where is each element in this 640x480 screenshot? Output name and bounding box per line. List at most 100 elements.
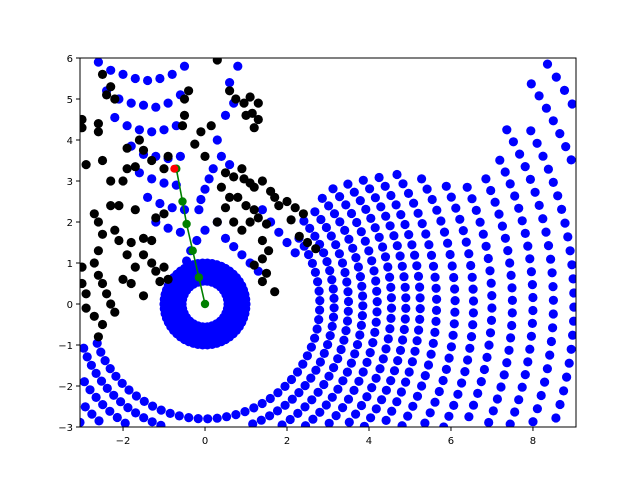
scan-point bbox=[443, 238, 453, 248]
obstacle-point bbox=[89, 258, 99, 268]
scan-point bbox=[432, 294, 442, 304]
scan-point bbox=[339, 335, 349, 345]
scan-point bbox=[507, 283, 517, 293]
obstacle-point bbox=[298, 209, 308, 219]
scan-point bbox=[340, 225, 350, 235]
scan-point bbox=[485, 266, 495, 276]
obstacle-point bbox=[93, 127, 103, 137]
obstacle-point bbox=[93, 246, 103, 256]
scan-point bbox=[203, 414, 213, 424]
scan-point bbox=[528, 292, 538, 303]
obstacle-point bbox=[179, 94, 190, 104]
obstacle-point bbox=[253, 213, 263, 223]
obstacle-point bbox=[220, 203, 231, 213]
scan-point bbox=[231, 410, 241, 420]
obstacle-point bbox=[229, 217, 239, 227]
scan-point bbox=[536, 390, 546, 401]
scan-point bbox=[560, 218, 570, 228]
scan-point bbox=[515, 149, 525, 159]
scan-point bbox=[282, 237, 292, 248]
scan-point bbox=[355, 196, 365, 206]
scan-point bbox=[527, 318, 538, 328]
scan-point bbox=[538, 214, 548, 224]
scan-point bbox=[331, 411, 341, 421]
scan-point bbox=[569, 288, 576, 298]
scan-point bbox=[514, 395, 524, 405]
scan-point bbox=[328, 312, 339, 322]
scan-point bbox=[355, 272, 365, 282]
scan-point bbox=[400, 314, 410, 324]
scan-point bbox=[338, 403, 348, 413]
scan-point bbox=[566, 344, 576, 354]
scan-point bbox=[327, 392, 337, 402]
scan-point bbox=[346, 208, 357, 219]
scan-point bbox=[165, 408, 175, 418]
scan-point bbox=[432, 205, 442, 215]
scan-point bbox=[194, 205, 204, 215]
scan-point bbox=[139, 396, 149, 406]
scan-point bbox=[561, 142, 571, 152]
scan-point bbox=[82, 352, 92, 362]
scan-point bbox=[333, 384, 343, 394]
scan-point bbox=[383, 334, 393, 344]
scan-point bbox=[96, 376, 107, 386]
scan-point bbox=[540, 377, 550, 387]
scan-point bbox=[265, 411, 275, 421]
obstacle-point bbox=[93, 332, 103, 342]
y-tick-label: −2 bbox=[58, 382, 73, 393]
scan-point bbox=[93, 58, 103, 67]
scan-point bbox=[415, 304, 425, 314]
scan-point bbox=[450, 296, 460, 306]
scan-point bbox=[257, 205, 267, 215]
scan-point bbox=[542, 364, 553, 374]
scan-point bbox=[349, 385, 359, 395]
scan-point bbox=[457, 378, 467, 388]
scan-point bbox=[200, 225, 210, 235]
scan-point bbox=[148, 401, 158, 411]
scan-point bbox=[316, 214, 326, 225]
obstacle-point bbox=[134, 135, 144, 145]
scan-point bbox=[249, 403, 259, 413]
scan-point bbox=[381, 385, 391, 395]
obstacle-point bbox=[126, 278, 136, 289]
scan-point bbox=[331, 240, 341, 250]
obstacle-point bbox=[106, 299, 116, 309]
scan-point bbox=[111, 371, 121, 381]
scan-point bbox=[175, 227, 185, 237]
scan-point bbox=[408, 401, 418, 411]
scan-point bbox=[319, 379, 329, 390]
obstacle-point bbox=[93, 217, 103, 227]
scan-point bbox=[100, 356, 110, 366]
scan-point bbox=[500, 167, 510, 177]
scan-point bbox=[337, 258, 348, 268]
scan-point bbox=[342, 277, 352, 287]
scan-point bbox=[468, 320, 478, 330]
obstacle-point bbox=[237, 225, 247, 235]
scan-point bbox=[510, 191, 520, 201]
scan-point bbox=[163, 98, 173, 108]
scan-point bbox=[310, 267, 320, 277]
scan-point bbox=[248, 419, 258, 427]
obstacle-point bbox=[233, 192, 243, 202]
scan-point bbox=[179, 266, 190, 276]
scan-point bbox=[417, 381, 427, 391]
scan-point bbox=[417, 219, 427, 229]
scan-point bbox=[256, 415, 266, 425]
scan-point bbox=[514, 203, 524, 213]
scan-point bbox=[527, 280, 538, 290]
scan-point bbox=[117, 378, 127, 388]
obstacle-point bbox=[106, 82, 116, 92]
scan-point bbox=[399, 324, 409, 335]
scan-point bbox=[312, 324, 322, 334]
scan-point bbox=[229, 242, 239, 252]
scan-point bbox=[538, 151, 548, 161]
scan-point bbox=[391, 200, 401, 210]
scan-point bbox=[523, 241, 533, 251]
scan-point bbox=[341, 326, 351, 336]
obstacle-point bbox=[179, 110, 190, 120]
obstacle-point bbox=[229, 172, 239, 182]
scan-point bbox=[532, 138, 542, 148]
scan-point bbox=[131, 391, 141, 401]
scan-point bbox=[385, 272, 395, 282]
scan-point bbox=[464, 249, 474, 259]
